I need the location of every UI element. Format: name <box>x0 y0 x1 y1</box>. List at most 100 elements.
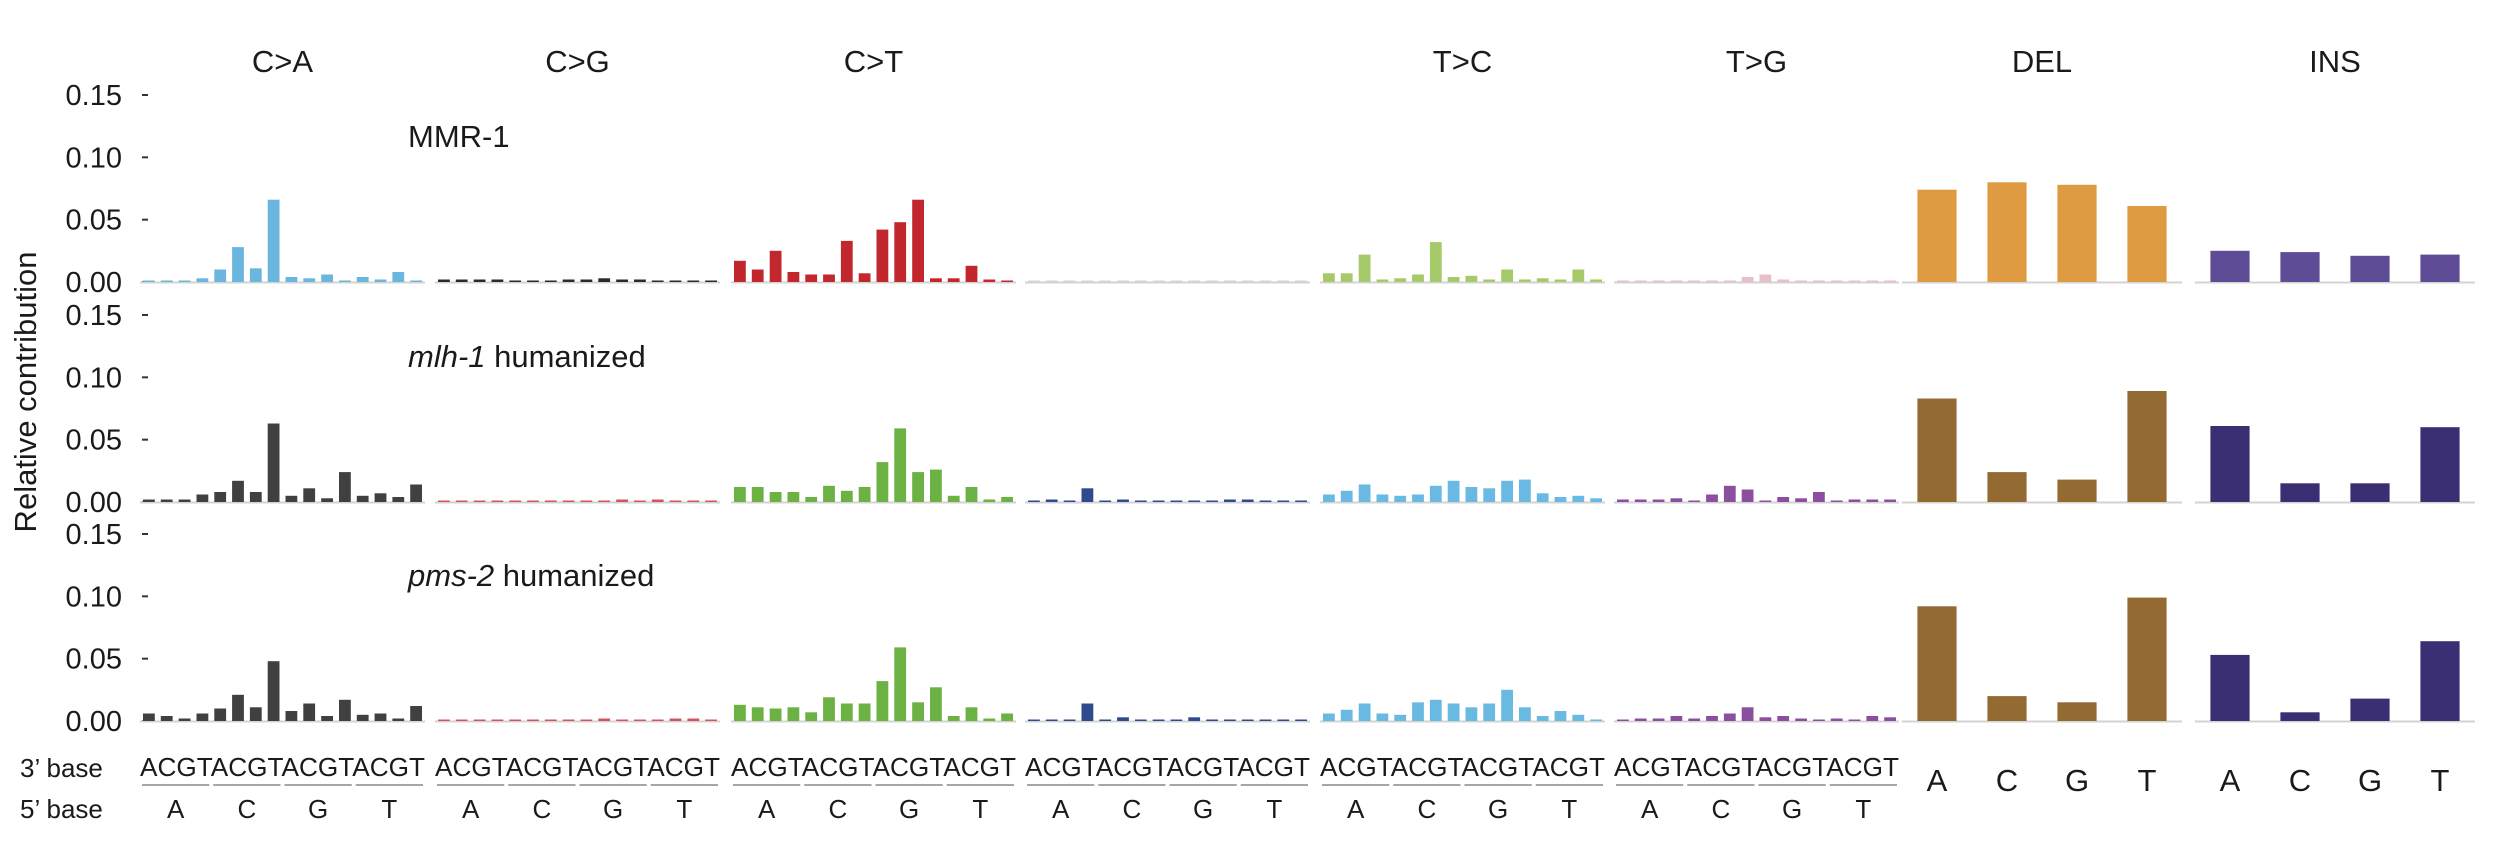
bar <box>687 280 700 282</box>
bar <box>285 495 298 502</box>
bar <box>2280 252 2320 282</box>
bar <box>473 279 486 282</box>
bar <box>858 703 871 721</box>
bar <box>410 280 422 282</box>
bar <box>2420 254 2460 282</box>
bar <box>1117 280 1129 282</box>
panel-titles: C>A C>G C>T T>C T>G DEL INS <box>252 44 2361 79</box>
bar <box>840 240 853 282</box>
bar <box>1884 717 1896 721</box>
bar <box>1501 269 1513 282</box>
bar <box>1848 499 1861 502</box>
bar <box>249 268 262 282</box>
y-tick-label: 0.10 <box>66 581 122 613</box>
bar <box>912 702 924 721</box>
bar <box>509 280 522 282</box>
five-prime-tick: A <box>1641 794 1659 824</box>
bar <box>669 500 682 502</box>
chart-row-2: 0.15 0.10 0.05 0.00 mlh-1 humanized <box>66 300 2475 519</box>
bar <box>769 250 782 282</box>
indel-base-tick: G <box>2358 763 2382 798</box>
bar <box>1501 480 1513 502</box>
bar <box>1224 280 1236 282</box>
bar <box>947 716 960 721</box>
bar <box>1866 716 1879 721</box>
bar <box>356 714 369 721</box>
bar <box>858 487 871 502</box>
bar <box>1987 696 2027 721</box>
panel-title-t-to-c: T>C <box>1433 44 1492 79</box>
bar <box>1617 719 1629 721</box>
bar <box>249 492 262 502</box>
y-tick-label: 0.05 <box>66 644 122 676</box>
bar <box>1795 280 1807 282</box>
bar <box>527 280 539 282</box>
bar <box>1028 719 1040 721</box>
panel-title-c-to-t: C>T <box>844 44 903 79</box>
bar <box>1866 280 1879 282</box>
y-tick-label: 0.10 <box>66 142 122 174</box>
bar <box>527 500 539 502</box>
bar <box>562 719 575 721</box>
bar <box>1170 280 1183 282</box>
bar <box>1063 280 1076 282</box>
bar <box>1447 703 1460 721</box>
bar <box>705 719 717 721</box>
bar <box>598 278 611 282</box>
indel-base-tick: A <box>1927 763 1948 798</box>
bar <box>1536 493 1549 502</box>
bar <box>1830 500 1843 502</box>
bar <box>143 713 155 721</box>
bar <box>687 718 700 721</box>
bar <box>1241 719 1254 721</box>
y-tick-label: 0.05 <box>66 425 122 457</box>
bar <box>1224 719 1236 721</box>
bar <box>1688 280 1701 282</box>
bar <box>1884 499 1896 502</box>
bar <box>374 713 387 721</box>
bar <box>1259 280 1272 282</box>
five-prime-label: 5’ base <box>20 794 103 824</box>
bar <box>1652 499 1665 502</box>
bar <box>1376 494 1389 502</box>
bar <box>769 492 782 502</box>
bar <box>734 260 746 282</box>
bar <box>1394 495 1407 502</box>
bar <box>751 707 764 721</box>
bar <box>1795 498 1807 502</box>
five-prime-tick: G <box>1193 794 1213 824</box>
bar <box>983 279 996 282</box>
bar <box>1099 719 1112 721</box>
bar <box>823 485 835 502</box>
bar <box>2127 597 2167 721</box>
bar <box>321 716 333 721</box>
bar <box>634 279 646 282</box>
bar <box>2280 712 2320 721</box>
bar <box>1001 713 1013 721</box>
bar <box>1723 485 1736 502</box>
bar <box>1670 498 1683 502</box>
bar <box>1465 707 1478 721</box>
bar <box>1340 490 1353 502</box>
five-prime-tick: C <box>237 794 256 824</box>
five-prime-tick: T <box>676 794 692 824</box>
bar <box>2420 427 2460 502</box>
bar <box>339 472 351 502</box>
bar <box>356 277 369 282</box>
bar <box>1519 707 1531 721</box>
bar <box>1429 242 1442 282</box>
bar <box>930 278 942 282</box>
bar <box>2350 483 2390 502</box>
bar <box>1045 499 1058 502</box>
bar <box>598 500 611 502</box>
panel-title-del: DEL <box>2012 44 2072 79</box>
bar <box>473 500 486 502</box>
bar <box>651 280 664 282</box>
bar <box>1152 719 1165 721</box>
bar <box>1917 606 1957 721</box>
bar <box>1670 716 1683 721</box>
bar <box>1259 719 1272 721</box>
three-prime-label: 3’ base <box>20 753 103 783</box>
bar <box>1723 280 1736 282</box>
